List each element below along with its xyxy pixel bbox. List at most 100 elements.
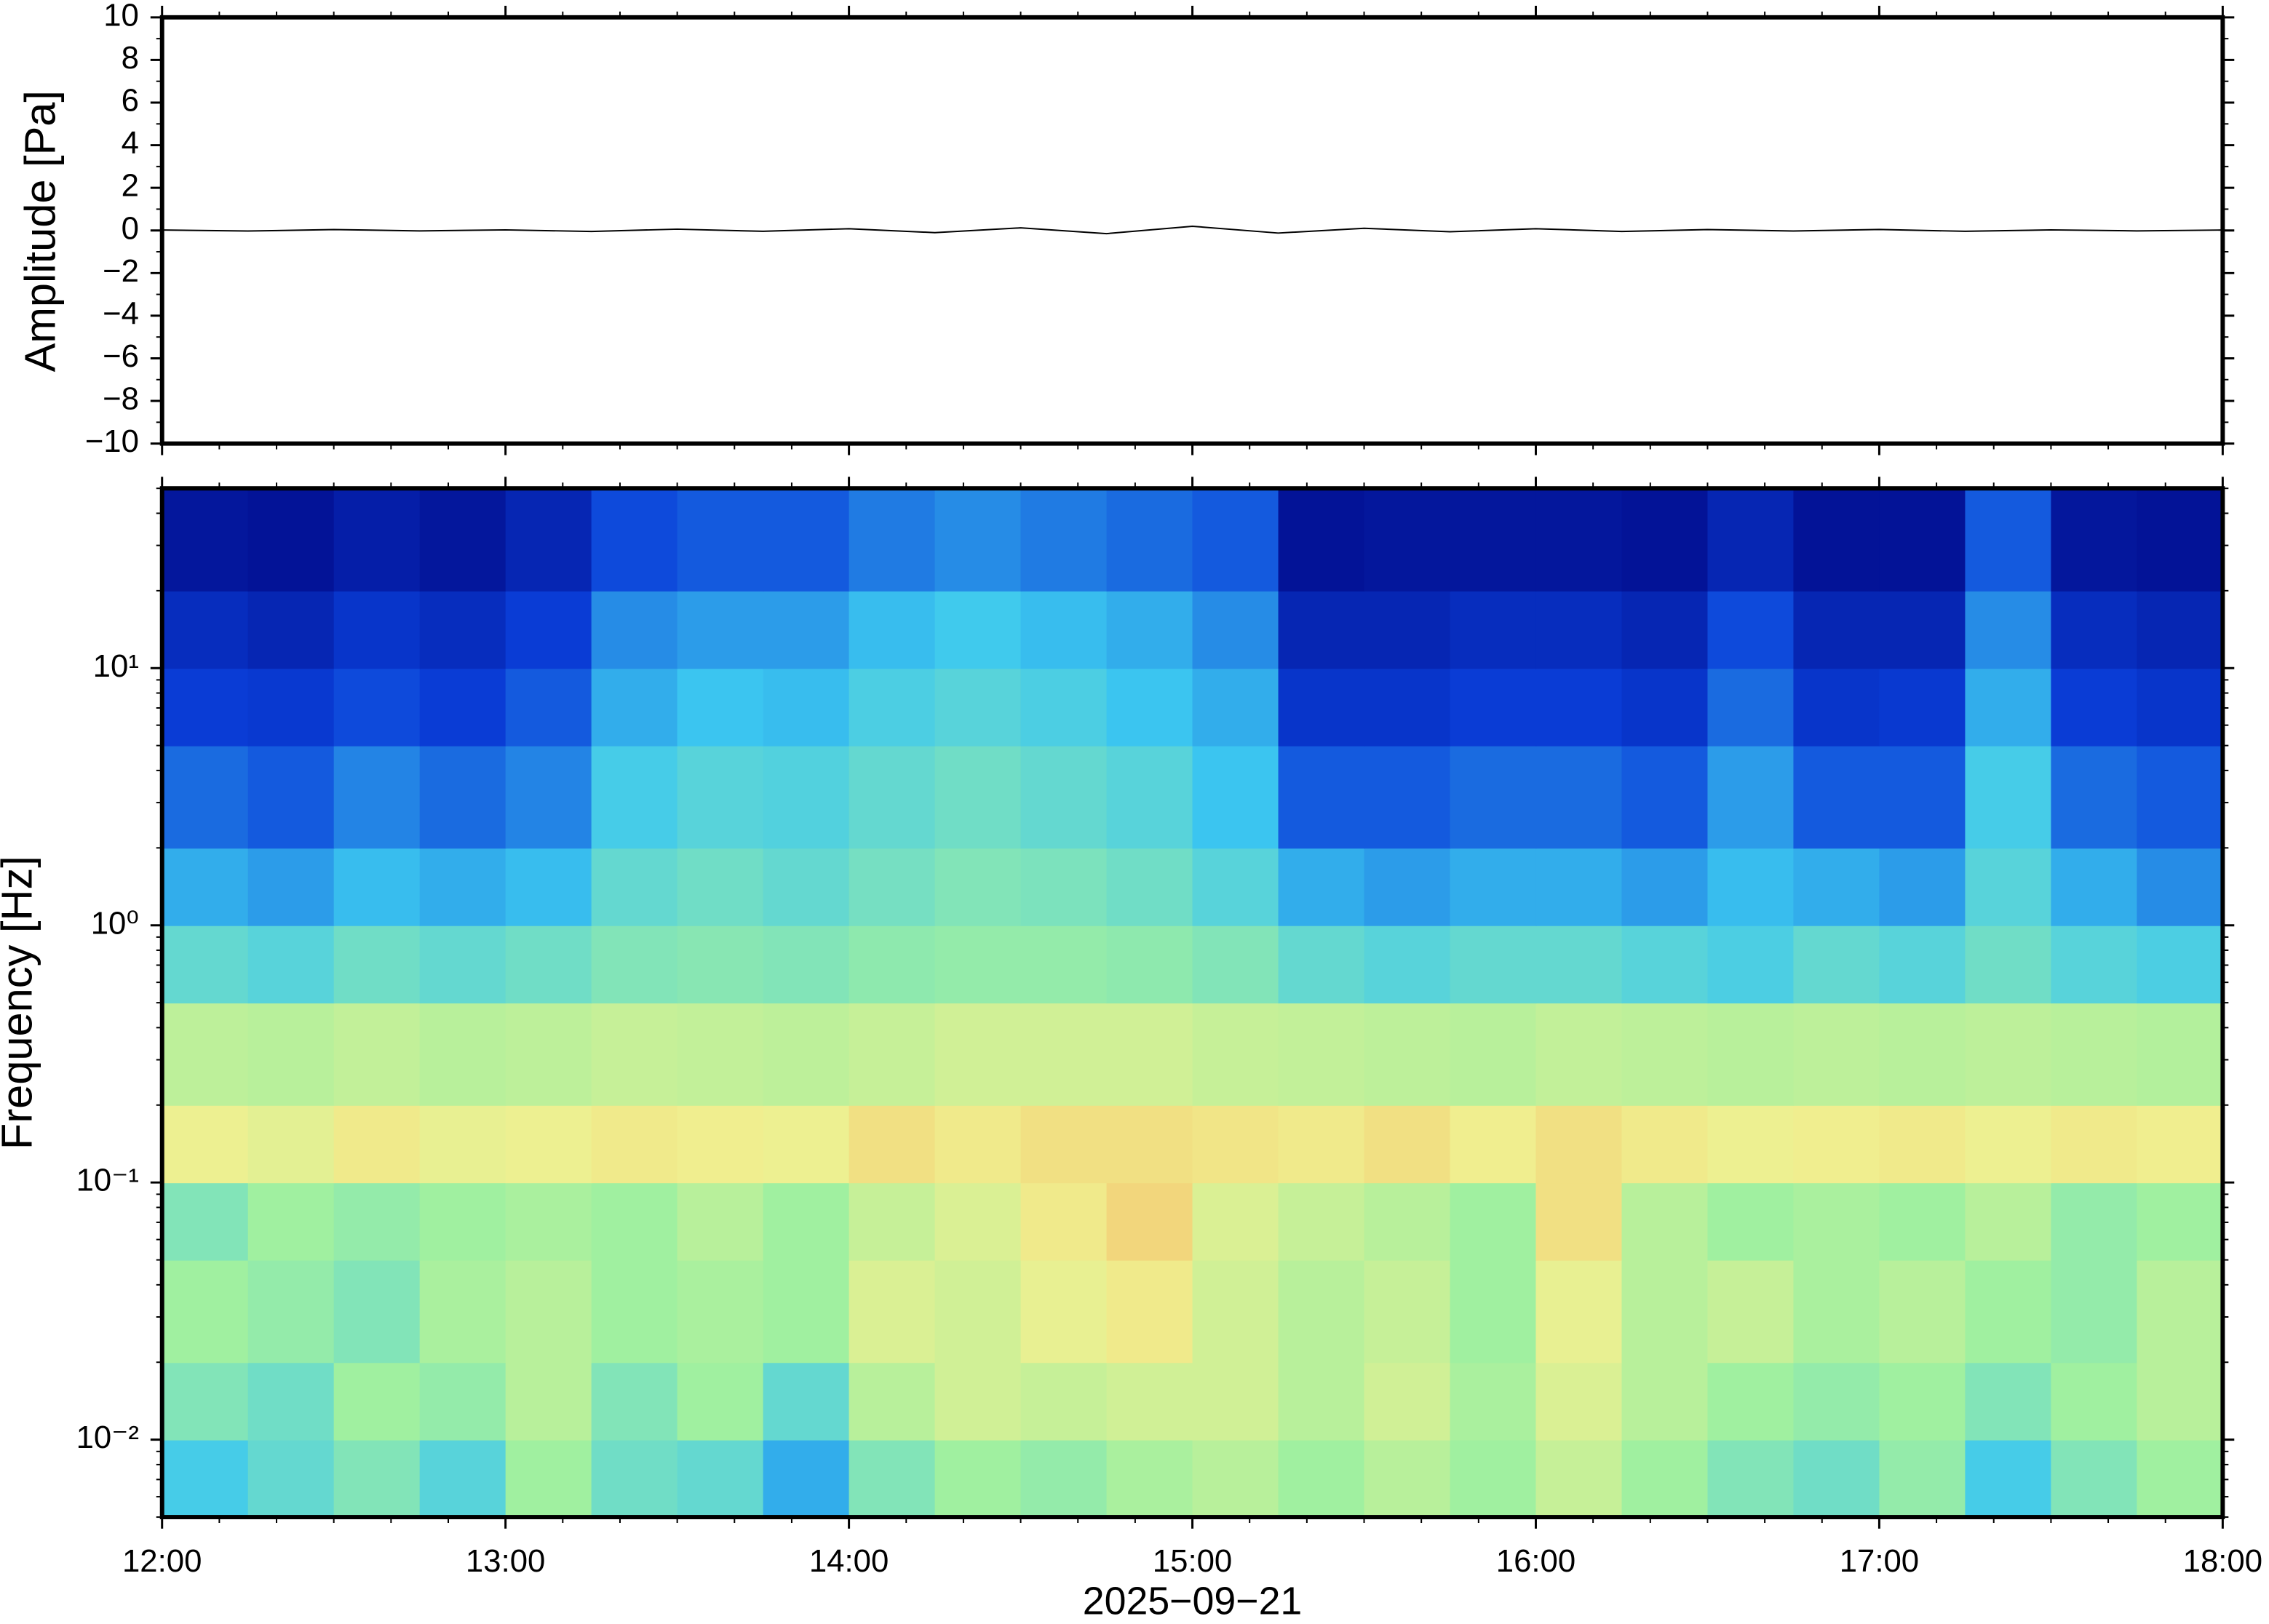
spectrogram-cell [1621,1259,1709,1364]
spectrogram-cell [591,745,678,849]
spectrogram-cell [1793,1182,1880,1261]
spectrogram-cell [1879,848,1966,926]
spectrogram-cell [1621,1003,1709,1106]
spectrogram-cell [1192,1104,1279,1184]
y-tick-label: 10¹ [93,648,139,684]
spectrogram-cell [1621,590,1709,669]
spectrogram-cell [1793,925,1880,1004]
spectrogram-cell [1106,1259,1193,1364]
spectrogram-cell [1793,668,1880,747]
spectrogram-cell [849,668,936,747]
spectrogram-cell [419,1439,506,1518]
spectrogram-cell [2051,488,2138,592]
spectrogram-cell [1106,488,1193,592]
spectrogram-cell [247,590,335,669]
spectrogram-cell [677,1362,764,1441]
spectrogram-cell [1965,1362,2052,1441]
spectrogram-cell [934,1104,1022,1184]
spectrogram-cell [419,848,506,926]
spectrogram-cell [1020,925,1108,1004]
spectrogram-cell [934,848,1022,926]
spectrogram-cell [162,1003,249,1106]
spectrogram-cell [1020,1003,1108,1106]
spectrogram-cell [1106,590,1193,669]
spectrogram-cell [1192,1439,1279,1518]
spectrogram-cell [934,1362,1022,1441]
spectrogram-cell [1793,590,1880,669]
spectrogram-cell [505,590,592,669]
spectrogram-cell [1278,1003,1365,1106]
spectrogram-cell [1192,848,1279,926]
spectrogram-cell [849,1104,936,1184]
plot-frame [159,15,2225,446]
spectrogram-cell [333,668,421,747]
spectrogram-cell [1793,745,1880,849]
spectrogram-cell [1450,1104,1537,1184]
spectrogram-cell [1278,925,1365,1004]
spectrogram-cell [591,1104,678,1184]
spectrogram-cell [1192,1259,1279,1364]
spectrogram-cell [1965,925,2052,1004]
spectrogram-cell [247,745,335,849]
spectrogram-cell [591,668,678,747]
spectrogram-cell [505,1259,592,1364]
spectrogram-cell [162,848,249,926]
x-tick-label: 17:00 [1840,1543,1919,1579]
spectrogram-cell [1450,668,1537,747]
spectrogram-cell [1020,668,1108,747]
spectrogram-cell [505,1003,592,1106]
spectrogram-cell [1278,1104,1365,1184]
spectrogram-cell [1535,1362,1623,1441]
spectrogram-cell [419,925,506,1004]
spectrogram-cell [2051,925,2138,1004]
spectrogram-cell [1106,848,1193,926]
spectrogram-cell [505,488,592,592]
spectrogram-cell [1621,925,1709,1004]
y-axis-label: Amplitude [Pa] [15,90,64,372]
spectrogram-cell [2051,1439,2138,1518]
spectrogram-cell [763,1104,850,1184]
spectrogram-cell [1621,1182,1709,1261]
spectrogram-cell [419,590,506,669]
spectrogram-cell [763,745,850,849]
spectrogram-cell [1621,668,1709,747]
spectrogram-cell [333,925,421,1004]
spectrogram-cell [1621,1104,1709,1184]
x-tick-label: 15:00 [1153,1543,1232,1579]
spectrogram-cell [247,925,335,1004]
spectrogram-cell [1450,1439,1537,1518]
y-tick-label: −8 [103,381,139,417]
y-tick-label: −10 [85,423,139,459]
spectrogram-cell [677,488,764,592]
spectrogram-cell [849,848,936,926]
spectrogram-cell [1364,1259,1451,1364]
spectrogram-cell [591,925,678,1004]
spectrogram-cell [934,1182,1022,1261]
y-tick-label: 6 [122,83,139,119]
spectrogram-cell [763,1259,850,1364]
spectrogram-cell [2051,668,2138,747]
spectrogram-cell [505,848,592,926]
spectrogram-cell [247,1259,335,1364]
spectrogram-cell [1278,745,1365,849]
y-tick-label: 10⁻² [76,1420,139,1455]
spectrogram-cell [1965,848,2052,926]
spectrogram-cell [934,590,1022,669]
y-tick-label: 10 [103,0,139,33]
spectrogram-cell [591,590,678,669]
spectrogram-cell [1020,590,1108,669]
spectrogram-cell [2137,745,2224,849]
spectrogram-cell [677,1104,764,1184]
spectrogram-cell [1965,1003,2052,1106]
spectrogram-cell [1020,848,1108,926]
spectrogram-cell [162,745,249,849]
spectrogram-cell [1535,1439,1623,1518]
spectrogram-cell [505,1439,592,1518]
spectrogram-cell [1192,668,1279,747]
y-tick-label: 8 [122,40,139,76]
spectrogram-cell [1364,1182,1451,1261]
spectrogram-cell [1450,1259,1537,1364]
spectrogram-cell [1278,848,1365,926]
spectrogram-cell [333,745,421,849]
spectrogram-cell [1707,1104,1795,1184]
